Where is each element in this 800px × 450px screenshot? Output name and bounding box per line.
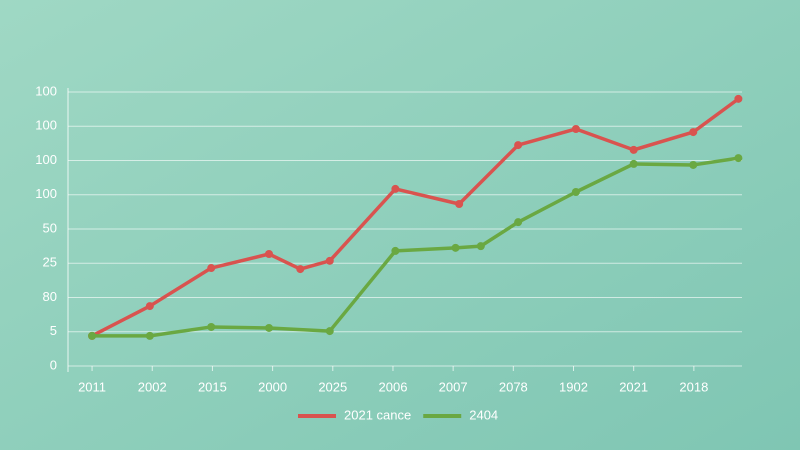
- data-point: [207, 264, 216, 273]
- x-tick-label: 2078: [499, 379, 528, 394]
- data-point: [629, 145, 638, 154]
- data-point: [571, 124, 580, 133]
- y-tick-label: 100: [35, 118, 57, 133]
- y-tick-label: 50: [43, 220, 57, 235]
- x-tick-label: 2002: [138, 379, 167, 394]
- data-point: [88, 331, 97, 340]
- legend-label: 2021 cance: [344, 407, 411, 422]
- data-point: [629, 159, 638, 168]
- data-point: [264, 323, 273, 332]
- x-tick-label: 2007: [439, 379, 468, 394]
- data-point: [451, 243, 460, 252]
- data-point: [145, 331, 154, 340]
- x-tick-label: 1902: [559, 379, 588, 394]
- data-point: [734, 154, 743, 163]
- data-point: [391, 246, 400, 255]
- data-point: [455, 199, 464, 208]
- y-tick-label: 100: [35, 83, 57, 98]
- y-tick-label: 100: [35, 186, 57, 201]
- x-tick-label: 2025: [318, 379, 347, 394]
- data-point: [264, 250, 273, 259]
- y-tick-label: 80: [43, 289, 57, 304]
- data-point: [325, 256, 334, 265]
- y-tick-label: 100: [35, 152, 57, 167]
- y-tick-label: 0: [50, 357, 57, 372]
- data-point: [325, 327, 334, 336]
- data-point: [734, 94, 743, 103]
- data-point: [391, 184, 400, 193]
- data-point: [145, 302, 154, 311]
- x-tick-label: 2018: [679, 379, 708, 394]
- data-point: [514, 141, 523, 150]
- data-point: [689, 160, 698, 169]
- x-tick-label: 2006: [379, 379, 408, 394]
- data-point: [476, 242, 485, 251]
- y-tick-label: 5: [50, 323, 57, 338]
- data-point: [296, 265, 305, 274]
- data-point: [689, 128, 698, 137]
- x-tick-label: 2021: [619, 379, 648, 394]
- data-point: [207, 322, 216, 331]
- data-point: [571, 188, 580, 197]
- x-tick-label: 2015: [198, 379, 227, 394]
- y-tick-label: 25: [43, 255, 57, 270]
- data-point: [514, 218, 523, 227]
- x-tick-label: 2000: [258, 379, 287, 394]
- legend-label: 2404: [469, 407, 498, 422]
- x-tick-label: 2011: [78, 379, 106, 394]
